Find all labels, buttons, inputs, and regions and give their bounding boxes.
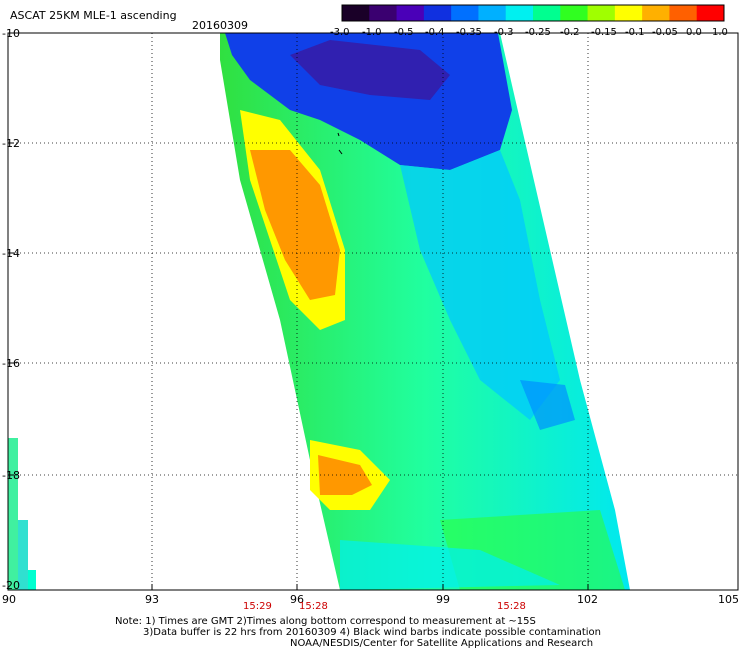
x-tick-label: 102 [577, 593, 598, 606]
colorbar-segment [342, 5, 370, 21]
note-line-3: NOAA/NESDIS/Center for Satellite Applica… [290, 638, 594, 649]
left-edge-strip-3 [28, 570, 36, 590]
time-label: 15:28 [299, 601, 328, 612]
x-tick-label: 99 [436, 593, 450, 606]
colorbar-segment [614, 5, 643, 21]
swath-cyan-right [400, 150, 560, 420]
colorbar-segment [396, 5, 425, 21]
plot-frame [7, 32, 739, 591]
colorbar-segment [642, 5, 670, 21]
grid-lines [8, 33, 738, 590]
y-tick-label: -14 [2, 247, 20, 260]
colorbar-tick: -0.2 [560, 27, 580, 38]
colorbar-segment [451, 5, 479, 21]
colorbar-segment [587, 5, 616, 21]
chart-title: ASCAT 25KM MLE-1 ascending [10, 9, 177, 22]
colorbar-segment [533, 5, 561, 21]
swath-cyan-bottom [340, 540, 560, 590]
colorbar [341, 4, 725, 22]
y-tick-label: -12 [2, 137, 20, 150]
y-tick-label: -20 [2, 579, 20, 592]
colorbar-border [341, 4, 725, 22]
wind-barbs [337, 132, 343, 155]
x-tick-label: 90 [2, 593, 16, 606]
colorbar-tick: -3.0 [330, 27, 350, 38]
colorbar-segment [505, 5, 534, 21]
colorbar-segment [423, 5, 452, 21]
y-tick-label: -16 [2, 357, 20, 370]
left-edge-strip-2 [18, 520, 28, 590]
colorbar-tick: -0.1 [625, 27, 645, 38]
colorbar-tick: -0.3 [494, 27, 514, 38]
colorbar-tick: -0.35 [456, 27, 482, 38]
colorbar-tick: -0.05 [652, 27, 678, 38]
colorbar-tick: -0.5 [394, 27, 414, 38]
left-edge-strip [8, 438, 18, 590]
colorbar-tick: -0.4 [425, 27, 445, 38]
colorbar-segment [369, 5, 398, 21]
time-label: 15:29 [243, 601, 272, 612]
colorbar-tick: 1.0 [712, 27, 728, 38]
note-line-2: 3)Data buffer is 22 hrs from 20160309 4)… [143, 627, 601, 638]
chart-date: 20160309 [192, 19, 248, 32]
y-tick-label: -18 [2, 469, 20, 482]
colorbar-tick: -0.15 [591, 27, 617, 38]
y-tick-label: -10 [2, 27, 20, 40]
note-line-1: Note: 1) Times are GMT 2)Times along bot… [115, 616, 536, 627]
x-tick-label: 105 [718, 593, 739, 606]
colorbar-tick: 0.0 [686, 27, 702, 38]
colorbar-tick: -1.0 [362, 27, 382, 38]
colorbar-segment [669, 5, 698, 21]
colorbar-tick: -0.25 [525, 27, 551, 38]
swath-lightblue-patch [520, 380, 575, 430]
x-tick-label: 93 [145, 593, 159, 606]
colorbar-segment [560, 5, 589, 21]
colorbar-segment [696, 5, 725, 21]
swath-dark-blue [290, 40, 450, 100]
swath-orange-streak [250, 150, 340, 300]
colorbar-segment [478, 5, 507, 21]
time-label: 15:28 [497, 601, 526, 612]
x-tick-label: 96 [290, 593, 304, 606]
axis-ticks [8, 142, 589, 590]
